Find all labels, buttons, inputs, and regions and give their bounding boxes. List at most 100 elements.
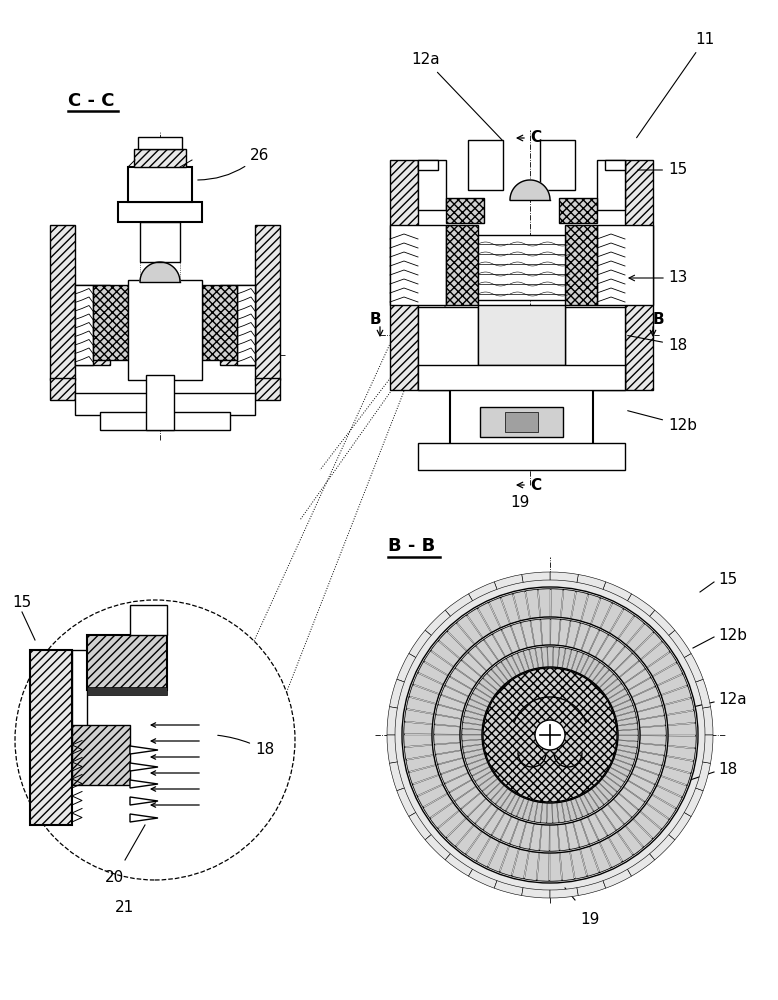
Polygon shape: [255, 225, 280, 380]
Wedge shape: [612, 700, 633, 712]
Wedge shape: [479, 678, 498, 695]
Text: 13: 13: [668, 270, 688, 286]
Wedge shape: [425, 610, 450, 635]
Wedge shape: [657, 674, 687, 695]
Wedge shape: [566, 621, 580, 648]
Polygon shape: [50, 225, 75, 380]
Wedge shape: [576, 796, 588, 817]
Wedge shape: [541, 619, 550, 645]
Wedge shape: [413, 775, 443, 796]
Text: 19: 19: [580, 912, 600, 927]
Text: 12a: 12a: [718, 692, 747, 708]
Wedge shape: [408, 630, 431, 658]
Wedge shape: [610, 609, 634, 638]
Wedge shape: [669, 812, 691, 840]
Wedge shape: [406, 755, 436, 772]
Wedge shape: [468, 609, 491, 638]
Wedge shape: [647, 652, 676, 676]
Wedge shape: [409, 685, 439, 703]
Wedge shape: [483, 809, 504, 835]
Wedge shape: [521, 621, 534, 648]
Wedge shape: [465, 705, 486, 716]
Wedge shape: [624, 781, 650, 802]
Wedge shape: [406, 697, 436, 713]
Wedge shape: [441, 686, 468, 703]
Wedge shape: [602, 679, 621, 695]
Wedge shape: [668, 736, 696, 748]
Wedge shape: [653, 663, 682, 685]
Text: 18: 18: [718, 762, 738, 778]
Wedge shape: [506, 656, 520, 676]
Wedge shape: [666, 746, 696, 760]
Wedge shape: [476, 640, 499, 666]
Wedge shape: [404, 735, 433, 746]
Wedge shape: [450, 780, 476, 801]
Wedge shape: [408, 812, 431, 840]
Polygon shape: [134, 149, 186, 167]
Wedge shape: [468, 699, 488, 711]
Circle shape: [483, 668, 617, 802]
Wedge shape: [390, 762, 405, 791]
Wedge shape: [445, 854, 472, 876]
Wedge shape: [501, 791, 516, 811]
Wedge shape: [438, 758, 465, 774]
Wedge shape: [626, 819, 652, 847]
Wedge shape: [664, 757, 693, 773]
Polygon shape: [72, 650, 87, 730]
Wedge shape: [522, 572, 550, 582]
Wedge shape: [470, 763, 489, 776]
Wedge shape: [601, 804, 624, 830]
Wedge shape: [647, 795, 676, 819]
Polygon shape: [418, 160, 438, 170]
Wedge shape: [456, 825, 482, 854]
Wedge shape: [566, 822, 579, 849]
Wedge shape: [463, 717, 483, 725]
Wedge shape: [390, 679, 405, 708]
Polygon shape: [478, 305, 565, 365]
Wedge shape: [557, 802, 565, 823]
Circle shape: [482, 667, 618, 803]
Polygon shape: [93, 285, 128, 360]
Wedge shape: [496, 789, 511, 808]
Wedge shape: [573, 820, 589, 847]
Wedge shape: [637, 751, 664, 765]
Polygon shape: [87, 687, 167, 695]
Wedge shape: [462, 653, 486, 677]
Wedge shape: [612, 759, 633, 771]
Text: 11: 11: [636, 32, 714, 138]
Wedge shape: [502, 626, 519, 653]
Wedge shape: [615, 711, 636, 721]
Wedge shape: [482, 779, 501, 796]
Wedge shape: [468, 869, 497, 888]
Wedge shape: [535, 647, 543, 668]
Wedge shape: [571, 798, 582, 819]
Wedge shape: [491, 786, 508, 804]
Wedge shape: [472, 767, 492, 781]
Wedge shape: [618, 736, 638, 741]
Polygon shape: [418, 365, 625, 390]
Text: B: B: [652, 312, 664, 328]
Wedge shape: [637, 706, 664, 719]
Wedge shape: [502, 659, 516, 678]
Wedge shape: [562, 648, 571, 669]
Text: 20: 20: [105, 870, 124, 885]
Wedge shape: [530, 824, 541, 850]
Polygon shape: [130, 797, 158, 805]
Wedge shape: [588, 789, 604, 808]
Wedge shape: [591, 598, 612, 628]
Wedge shape: [506, 794, 520, 814]
Wedge shape: [477, 837, 499, 867]
Wedge shape: [589, 630, 608, 657]
Wedge shape: [595, 783, 613, 800]
Wedge shape: [550, 825, 559, 851]
Wedge shape: [684, 788, 703, 816]
Wedge shape: [616, 745, 637, 753]
Wedge shape: [534, 802, 542, 822]
Wedge shape: [493, 630, 512, 657]
Circle shape: [434, 619, 666, 851]
Polygon shape: [597, 225, 653, 305]
Wedge shape: [703, 735, 713, 763]
Wedge shape: [614, 754, 634, 765]
Wedge shape: [445, 773, 471, 792]
Wedge shape: [475, 804, 498, 829]
